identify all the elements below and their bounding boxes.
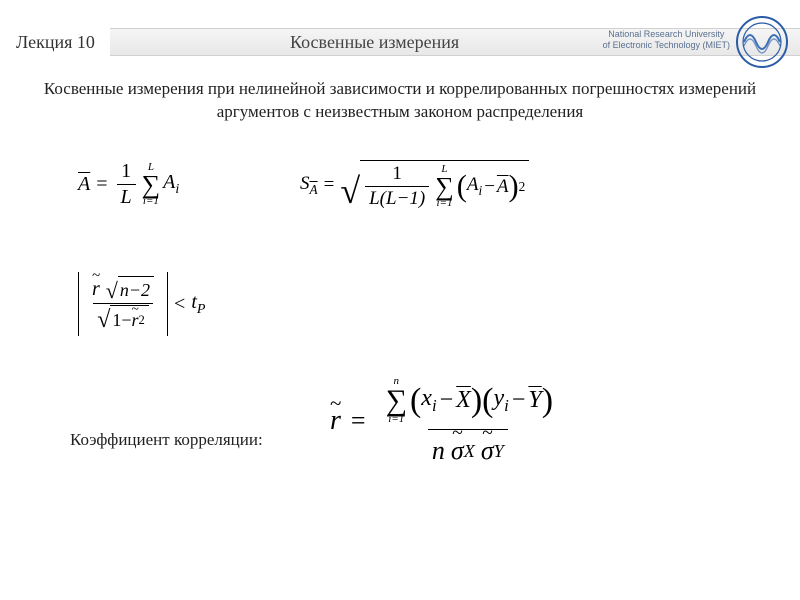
term-ai: Ai: [163, 171, 179, 198]
formula-mean-a: A = 1 L L ∑ i=1 Ai: [78, 160, 179, 209]
symbol-r-tilde: r: [330, 405, 341, 437]
abs-bars: r √ n−2 √ 1− r2: [78, 272, 168, 336]
criterion-fraction: r √ n−2 √ 1− r2: [88, 276, 158, 332]
university-name: National Research University of Electron…: [603, 29, 730, 51]
symbol-tp: tP: [191, 291, 205, 318]
fraction-inner: 1 L(L−1): [365, 163, 429, 210]
sum-symbol-2: L ∑ i=1: [435, 164, 454, 209]
lecture-number: Лекция 10: [16, 32, 95, 53]
r-tilde-fraction: n ∑ i=1 ( xi − X ) ( yi − Y ) n σX: [379, 376, 557, 466]
miet-logo-icon: [736, 16, 788, 68]
university-line1: National Research University: [603, 29, 730, 40]
symbol-a-bar: A: [78, 173, 90, 196]
sqrt-outer: √ 1 L(L−1) L ∑ i=1 ( Ai − A )2: [340, 160, 529, 210]
fraction-1-over-l: 1 L: [117, 160, 136, 209]
slide-title: Косвенные измерения: [290, 32, 459, 53]
formula-r-tilde: r = n ∑ i=1 ( xi − X ) ( yi − Y ): [330, 376, 560, 466]
sum-symbol-3: n ∑ i=1: [386, 376, 407, 425]
formula-s-abar: SA = √ 1 L(L−1) L ∑ i=1 ( Ai − A )2: [300, 160, 529, 210]
university-line2: of Electronic Technology (MIET): [603, 40, 730, 51]
correlation-coefficient-label: Коэффициент корреляции:: [70, 430, 263, 450]
formula-t-criterion: r √ n−2 √ 1− r2: [78, 272, 205, 336]
slide-subtitle: Косвенные измерения при нелинейной завис…: [0, 78, 800, 124]
header-bar: Косвенные измерения National Research Un…: [110, 28, 800, 56]
symbol-s: SA: [300, 173, 318, 198]
sum-symbol: L ∑ i=1: [142, 162, 161, 207]
